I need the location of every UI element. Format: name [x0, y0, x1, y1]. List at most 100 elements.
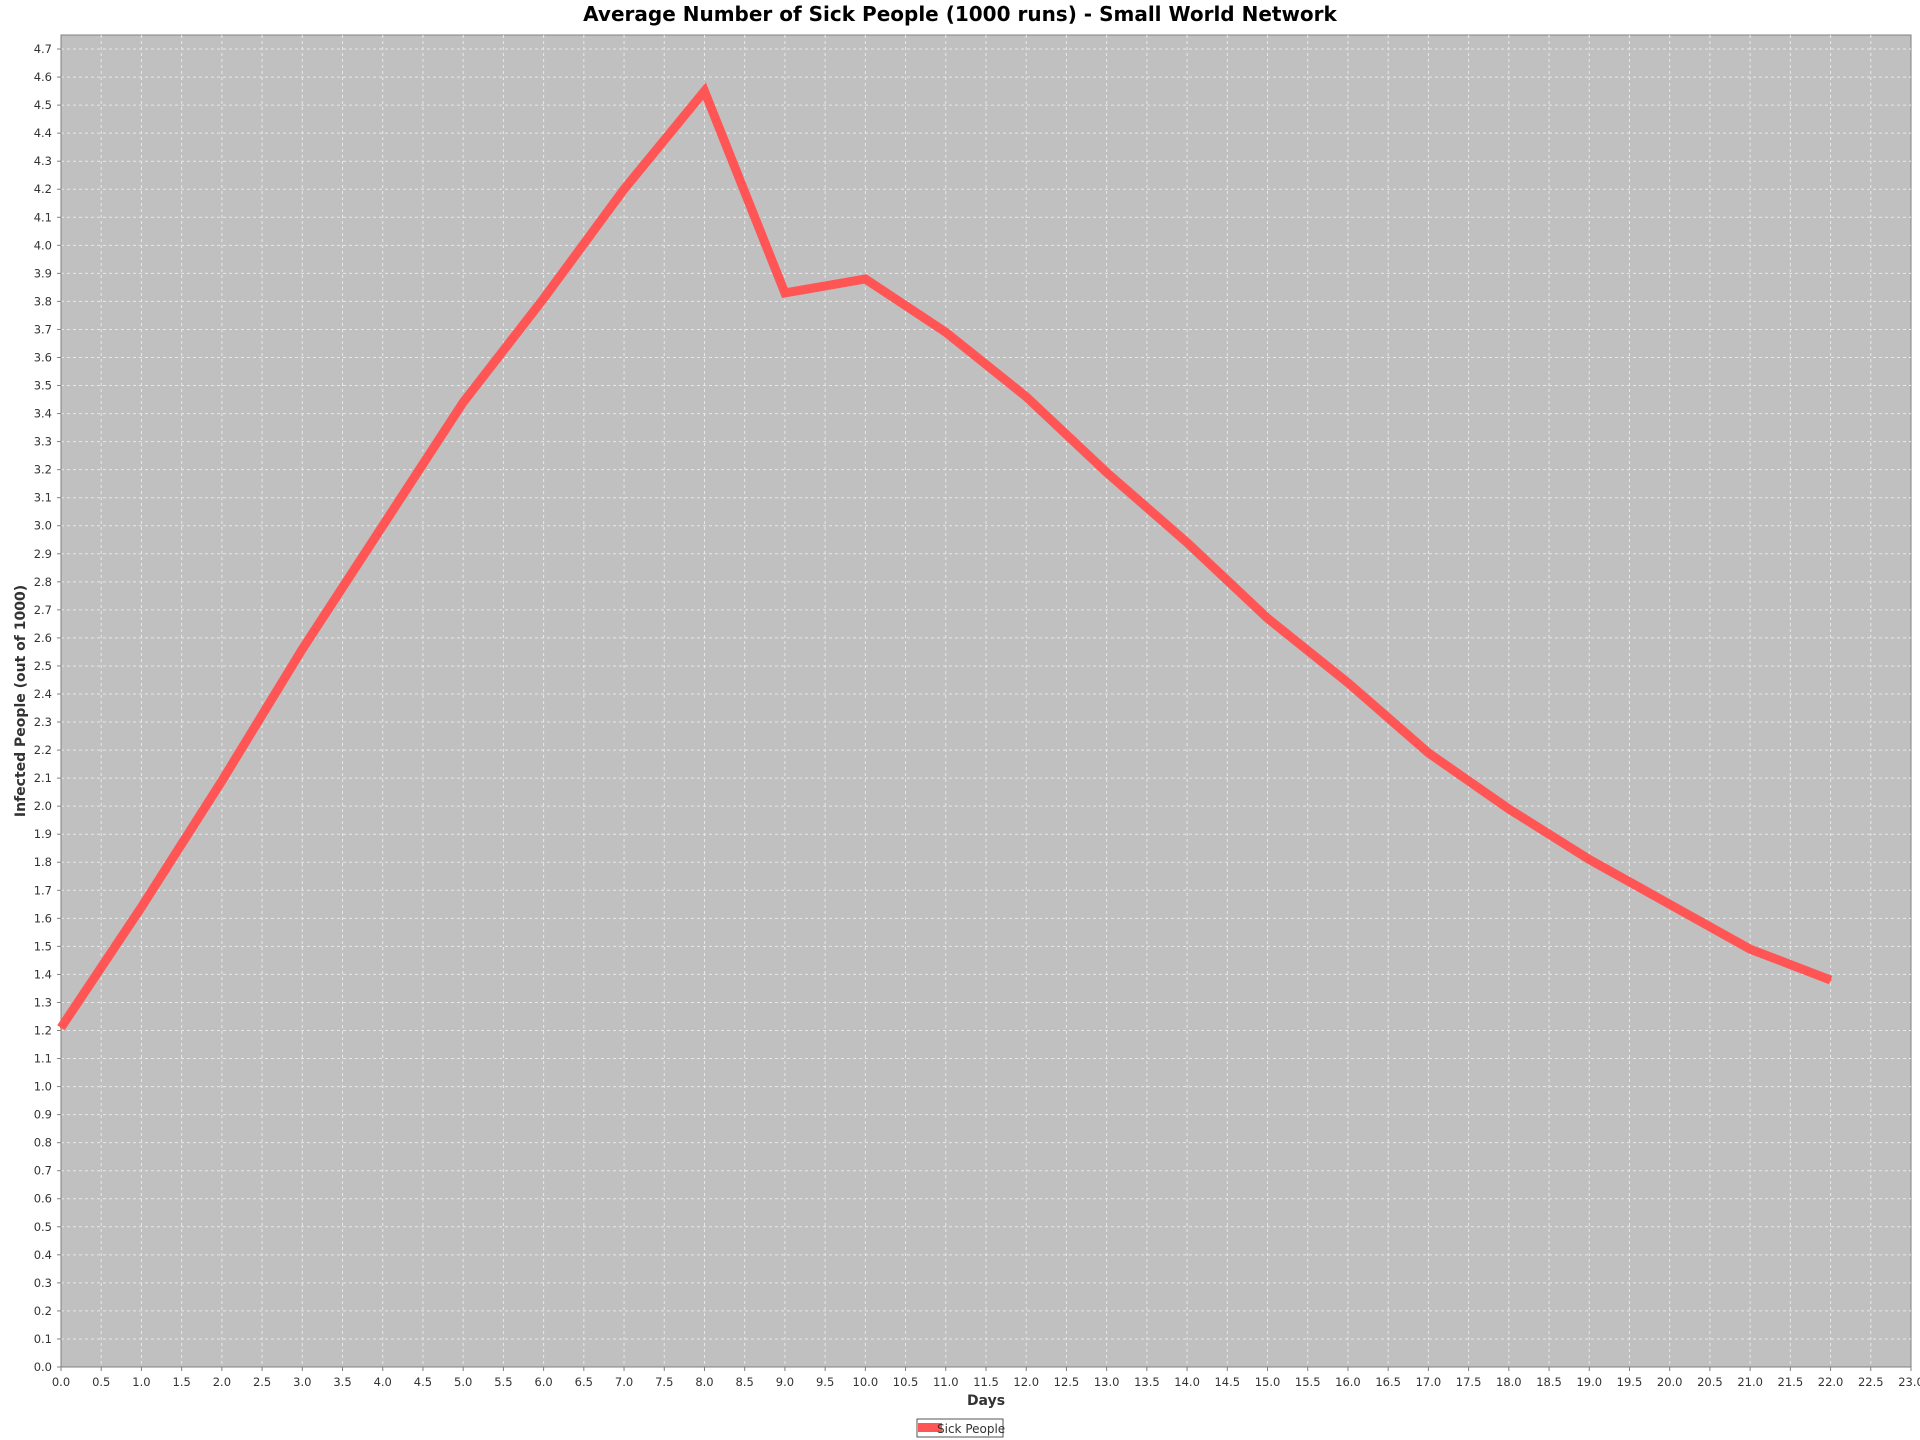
y-tick-label: 3.9 — [34, 266, 52, 280]
y-tick-label: 4.2 — [34, 182, 52, 196]
data-point — [1427, 751, 1430, 754]
y-tick-label: 1.3 — [34, 995, 52, 1009]
x-tick-label: 6.5 — [575, 1375, 593, 1389]
legend-label-sick-people: Sick People — [937, 1422, 1005, 1436]
data-point — [1749, 948, 1752, 951]
y-tick-label: 0.8 — [34, 1136, 52, 1150]
data-point — [1829, 979, 1832, 982]
x-tick-label: 14.0 — [1174, 1375, 1200, 1389]
x-tick-label: 22.5 — [1858, 1375, 1884, 1389]
y-tick-label: 0.3 — [34, 1276, 52, 1290]
y-tick-label: 2.0 — [34, 799, 52, 813]
data-point — [623, 188, 626, 191]
data-point — [703, 90, 706, 93]
x-tick-label: 4.5 — [414, 1375, 432, 1389]
x-tick-label: 13.0 — [1094, 1375, 1120, 1389]
x-tick-label: 9.0 — [776, 1375, 794, 1389]
data-point — [1266, 617, 1269, 620]
y-tick-label: 4.0 — [34, 238, 52, 252]
x-tick-label: 9.5 — [816, 1375, 834, 1389]
x-tick-label: 4.0 — [374, 1375, 392, 1389]
y-tick-label: 0.1 — [34, 1332, 52, 1346]
chart-title: Average Number of Sick People (1000 runs… — [583, 2, 1337, 26]
y-tick-label: 2.6 — [34, 631, 52, 645]
data-point — [783, 291, 786, 294]
data-point — [301, 648, 304, 651]
y-tick-label: 1.4 — [34, 967, 52, 981]
data-point — [381, 524, 384, 527]
y-tick-label: 2.9 — [34, 547, 52, 561]
y-tick-label: 3.8 — [34, 294, 52, 308]
data-point — [1186, 541, 1189, 544]
data-point — [1346, 681, 1349, 684]
y-tick-label: 1.9 — [34, 827, 52, 841]
data-point — [1105, 471, 1108, 474]
x-tick-label: 1.0 — [132, 1375, 150, 1389]
legend: Sick People — [916, 1418, 1005, 1438]
y-tick-label: 2.7 — [34, 603, 52, 617]
y-tick-label: 4.4 — [34, 126, 52, 140]
y-tick-label: 1.8 — [34, 855, 52, 869]
y-tick-label: 3.5 — [34, 379, 52, 393]
x-tick-label: 3.5 — [333, 1375, 351, 1389]
x-tick-label: 15.5 — [1295, 1375, 1321, 1389]
x-tick-label: 21.5 — [1778, 1375, 1804, 1389]
y-tick-label: 3.1 — [34, 491, 52, 505]
x-tick-label: 14.5 — [1214, 1375, 1240, 1389]
y-tick-label: 0.9 — [34, 1108, 52, 1122]
x-tick-label: 19.0 — [1576, 1375, 1602, 1389]
y-tick-label: 0.7 — [34, 1164, 52, 1178]
x-tick-label: 22.0 — [1818, 1375, 1844, 1389]
data-point — [462, 401, 465, 404]
x-tick-label: 5.0 — [454, 1375, 472, 1389]
y-tick-label: 1.5 — [34, 939, 52, 953]
y-tick-label: 0.6 — [34, 1192, 52, 1206]
y-tick-label: 0.2 — [34, 1304, 52, 1318]
x-tick-label: 11.0 — [933, 1375, 959, 1389]
y-tick-label: 4.1 — [34, 210, 52, 224]
x-tick-label: 1.5 — [173, 1375, 191, 1389]
x-tick-label: 7.5 — [655, 1375, 673, 1389]
y-axis-ticks: 0.0 0.1 0.2 0.3 0.4 0.5 0.6 0.7 0.8 0.9 1.0 1.1 1.2 1… — [34, 42, 61, 1374]
y-tick-label: 0.0 — [34, 1360, 52, 1374]
y-tick-label: 3.4 — [34, 407, 52, 421]
x-tick-label: 0.5 — [92, 1375, 110, 1389]
data-point — [542, 297, 545, 300]
x-tick-label: 8.5 — [736, 1375, 754, 1389]
y-tick-label: 2.4 — [34, 687, 52, 701]
y-axis-label: Infected People (out of 1000) — [13, 585, 29, 817]
x-tick-label: 17.0 — [1416, 1375, 1442, 1389]
x-tick-label: 8.0 — [695, 1375, 713, 1389]
data-point — [864, 277, 867, 280]
y-tick-label: 1.0 — [34, 1080, 52, 1094]
data-point — [1588, 858, 1591, 861]
y-tick-label: 2.3 — [34, 715, 52, 729]
data-point — [1507, 807, 1510, 810]
x-tick-label: 2.5 — [253, 1375, 271, 1389]
y-tick-label: 2.8 — [34, 575, 52, 589]
y-tick-label: 4.7 — [34, 42, 52, 56]
x-tick-label: 16.0 — [1335, 1375, 1361, 1389]
x-axis-label: Days — [967, 1393, 1005, 1409]
data-point — [1668, 903, 1671, 906]
x-tick-label: 3.0 — [293, 1375, 311, 1389]
y-tick-label: 4.3 — [34, 154, 52, 168]
x-tick-label: 11.5 — [973, 1375, 999, 1389]
x-tick-label: 10.0 — [853, 1375, 879, 1389]
data-point — [944, 331, 947, 334]
legend-swatch-sick-people — [918, 1423, 942, 1432]
y-tick-label: 0.5 — [34, 1220, 52, 1234]
y-tick-label: 3.3 — [34, 435, 52, 449]
y-tick-label: 1.2 — [34, 1023, 52, 1037]
x-tick-label: 7.0 — [615, 1375, 633, 1389]
x-tick-label: 10.5 — [893, 1375, 919, 1389]
x-tick-label: 13.5 — [1134, 1375, 1160, 1389]
x-tick-label: 20.5 — [1697, 1375, 1723, 1389]
x-tick-label: 0.0 — [52, 1375, 70, 1389]
x-tick-label: 5.5 — [494, 1375, 512, 1389]
y-tick-label: 3.0 — [34, 519, 52, 533]
gridlines — [61, 35, 1911, 1367]
y-tick-label: 3.7 — [34, 322, 52, 336]
x-tick-label: 18.5 — [1536, 1375, 1562, 1389]
